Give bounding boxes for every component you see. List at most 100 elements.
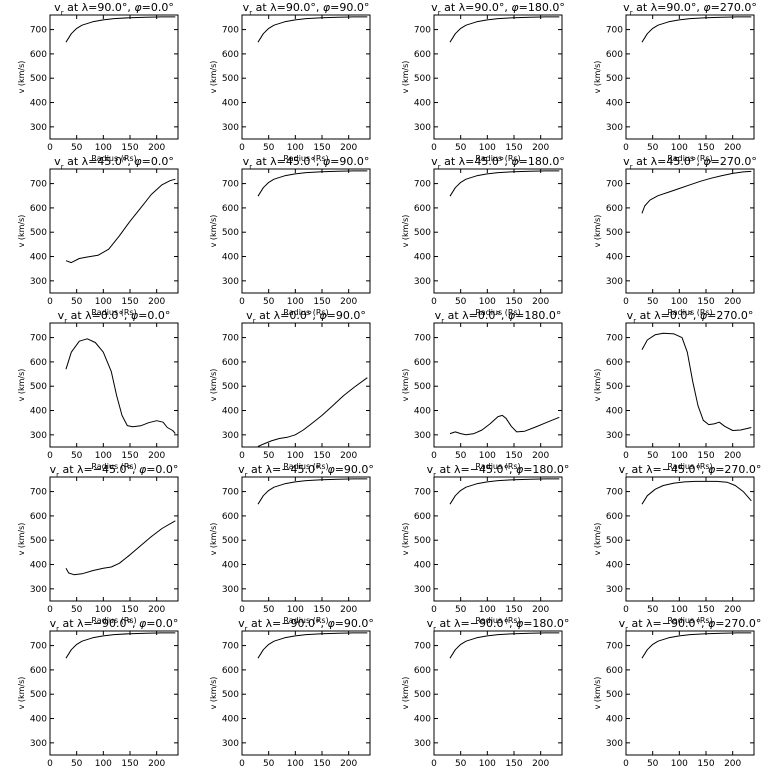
panel-4-3: vr at λ=−45.0°, φ=180.0° 0 50 100 150 200 300 4… bbox=[401, 463, 569, 625]
title-part: =0.0° bbox=[138, 309, 170, 322]
x-tick-label: 200 bbox=[148, 297, 165, 307]
x-tick-label: 50 bbox=[455, 605, 467, 615]
plot-frame bbox=[433, 322, 563, 448]
x-tick-label: 100 bbox=[95, 451, 112, 461]
title-part: =90.0° bbox=[327, 309, 366, 322]
x-tick-label: 0 bbox=[623, 143, 629, 153]
title-part: =180.0° bbox=[519, 1, 565, 14]
y-axis-label: v (km/s) bbox=[593, 369, 602, 402]
title-part: φ bbox=[139, 617, 147, 630]
panel-title: vr at λ=0.0°, φ=0.0° bbox=[58, 309, 171, 325]
x-axis-label: Radius (Rs) bbox=[283, 462, 328, 471]
title-part: =0.0° bbox=[142, 1, 174, 14]
title-part: v bbox=[431, 155, 438, 168]
x-tick-label: 100 bbox=[671, 605, 688, 615]
y-tick-label: 600 bbox=[414, 50, 431, 60]
x-tick-label: 50 bbox=[455, 759, 467, 768]
x-tick-label: 200 bbox=[724, 143, 741, 153]
title-part: =0.0° bbox=[142, 155, 174, 168]
title-part: v bbox=[623, 1, 630, 14]
y-tick-label: 600 bbox=[222, 512, 239, 522]
y-tick-label: 400 bbox=[606, 715, 623, 725]
x-tick-label: 0 bbox=[47, 143, 53, 153]
x-tick-label: 150 bbox=[505, 451, 522, 461]
x-axis-label: Radius (Rs) bbox=[283, 616, 328, 625]
panel-2-4: vr at λ=45.0°, φ=270.0° 0 50 100 150 200 300 40… bbox=[593, 155, 757, 317]
panel-title: vr at λ=−90.0°, φ=0.0° bbox=[50, 617, 179, 633]
panel-5-1: vr at λ=−90.0°, φ=0.0° 0 50 100 150 200 300 400… bbox=[17, 617, 179, 768]
title-part: v bbox=[243, 155, 250, 168]
title-part: =90.0° bbox=[330, 1, 369, 14]
panel-title: vr at λ=45.0°, φ=0.0° bbox=[54, 155, 174, 171]
panel-title: vr at λ=−45.0°, φ=90.0° bbox=[238, 463, 374, 479]
x-tick-label: 50 bbox=[71, 759, 83, 768]
title-part: at λ=45.0°, bbox=[252, 155, 323, 168]
x-tick-label: 100 bbox=[287, 605, 304, 615]
y-tick-label: 400 bbox=[222, 407, 239, 417]
y-axis-label: v (km/s) bbox=[17, 61, 26, 94]
plot-frame bbox=[625, 168, 755, 294]
x-axis-label: Radius (Rs) bbox=[475, 616, 520, 625]
y-tick-label: 600 bbox=[606, 204, 623, 214]
y-tick-label: 700 bbox=[222, 26, 239, 36]
title-part: =90.0° bbox=[335, 617, 374, 630]
title-part: =0.0° bbox=[146, 617, 178, 630]
title-part: r bbox=[438, 163, 441, 171]
y-tick-label: 500 bbox=[414, 690, 431, 700]
y-tick-label: 500 bbox=[414, 228, 431, 238]
x-tick-label: 200 bbox=[724, 605, 741, 615]
panel-1-3: vr at λ=90.0°, φ=180.0° 0 50 100 150 200 300 40… bbox=[401, 1, 565, 163]
title-part: v bbox=[619, 617, 626, 630]
x-tick-label: 100 bbox=[95, 605, 112, 615]
panel-4-2: vr at λ=−45.0°, φ=90.0° 0 50 100 150 200 300 40… bbox=[209, 463, 374, 625]
x-tick-label: 100 bbox=[479, 297, 496, 307]
x-tick-label: 50 bbox=[647, 143, 659, 153]
x-tick-label: 100 bbox=[95, 759, 112, 768]
x-tick-label: 200 bbox=[148, 451, 165, 461]
panel-2-2: vr at λ=45.0°, φ=90.0° 0 50 100 150 200 300 400… bbox=[209, 155, 371, 317]
series-line bbox=[257, 170, 368, 197]
y-tick-label: 500 bbox=[222, 228, 239, 238]
title-part: =0.0° bbox=[146, 463, 178, 476]
y-axis-label: v (km/s) bbox=[17, 523, 26, 556]
panel-2-3: vr at λ=45.0°, φ=180.0° 0 50 100 150 200 300 40… bbox=[401, 155, 565, 317]
y-tick-label: 500 bbox=[414, 382, 431, 392]
x-tick-label: 100 bbox=[479, 605, 496, 615]
y-tick-label: 300 bbox=[222, 431, 239, 441]
title-part: v bbox=[619, 463, 626, 476]
title-part: v bbox=[54, 1, 61, 14]
y-tick-label: 700 bbox=[414, 334, 431, 344]
title-part: v bbox=[627, 309, 634, 322]
x-tick-label: 0 bbox=[239, 759, 245, 768]
x-tick-label: 200 bbox=[340, 297, 357, 307]
x-tick-label: 100 bbox=[95, 297, 112, 307]
title-part: at λ=−90.0°, bbox=[436, 617, 516, 630]
title-part: r bbox=[56, 625, 59, 633]
panel-title: vr at λ=−90.0°, φ=270.0° bbox=[619, 617, 762, 633]
y-axis-label: v (km/s) bbox=[593, 61, 602, 94]
x-tick-label: 200 bbox=[148, 605, 165, 615]
y-tick-label: 600 bbox=[30, 512, 47, 522]
title-part: r bbox=[56, 471, 59, 479]
x-axis-label: Radius (Rs) bbox=[91, 154, 136, 163]
y-tick-label: 600 bbox=[222, 666, 239, 676]
title-part: at λ=−90.0°, bbox=[628, 617, 708, 630]
title-part: r bbox=[249, 9, 252, 17]
x-tick-label: 150 bbox=[313, 759, 330, 768]
y-tick-label: 300 bbox=[606, 277, 623, 287]
title-part: φ bbox=[700, 309, 708, 322]
x-tick-label: 50 bbox=[455, 297, 467, 307]
series-line bbox=[65, 338, 176, 434]
title-part: at λ=−45.0°, bbox=[628, 463, 708, 476]
panel-4-4: vr at λ=−45.0°, φ=270.0° 0 50 100 150 200 300 4… bbox=[593, 463, 761, 625]
x-tick-label: 200 bbox=[532, 759, 549, 768]
title-part: r bbox=[438, 9, 441, 17]
title-part: φ bbox=[703, 1, 711, 14]
x-tick-label: 50 bbox=[263, 297, 275, 307]
y-axis-label: v (km/s) bbox=[17, 677, 26, 710]
title-part: φ bbox=[327, 617, 335, 630]
title-part: at λ=45.0°, bbox=[64, 155, 135, 168]
y-tick-label: 500 bbox=[414, 536, 431, 546]
title-part: v bbox=[246, 309, 253, 322]
y-axis-label: v (km/s) bbox=[593, 215, 602, 248]
